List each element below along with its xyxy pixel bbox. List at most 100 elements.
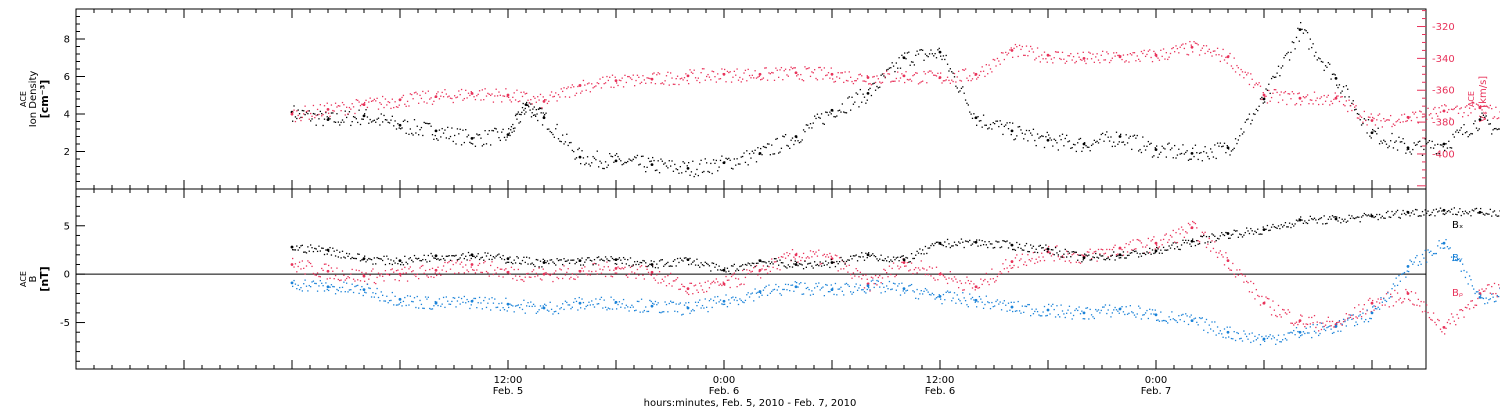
bz-dot	[698, 292, 699, 293]
bx-dot	[836, 261, 837, 262]
ion-density-dot	[1285, 55, 1286, 56]
by-dot	[392, 292, 393, 293]
ion-density-dot	[1099, 139, 1100, 140]
by-dot	[1286, 339, 1287, 340]
bz-dot	[1175, 232, 1176, 233]
vx-speed-dot	[1333, 99, 1334, 100]
by-dot	[1124, 314, 1125, 315]
ion-density-dot	[345, 111, 346, 112]
bx-dot	[562, 264, 563, 265]
vx-speed-dot	[1486, 112, 1487, 113]
ion-density-dot	[378, 118, 379, 119]
bz-dot	[1192, 221, 1193, 222]
vx-speed-point	[1371, 119, 1374, 122]
bx-dot	[856, 254, 857, 255]
bx-dot	[483, 260, 484, 261]
bx-dot	[403, 264, 404, 265]
bz-point	[1227, 259, 1230, 262]
bx-dot	[590, 260, 591, 261]
bz-dot	[818, 250, 819, 251]
vx-speed-dot	[382, 96, 383, 97]
ion-density-dot	[695, 174, 696, 175]
ion-density-dot	[1181, 153, 1182, 154]
bz-dot	[825, 256, 826, 257]
vx-speed-dot	[983, 71, 984, 72]
vx-speed-dot	[484, 88, 485, 89]
vx-speed-dot	[1220, 61, 1221, 62]
vx-speed-dot	[1267, 102, 1268, 103]
bz-dot	[425, 270, 426, 271]
vx-speed-dot	[998, 60, 999, 61]
ion-density-dot	[1240, 128, 1241, 129]
bz-dot	[749, 270, 750, 271]
by-dot	[980, 298, 981, 299]
bx-dot	[681, 259, 682, 260]
bx-dot	[861, 252, 862, 253]
by-dot	[731, 297, 732, 298]
vx-speed-dot	[347, 113, 348, 114]
bx-dot	[432, 255, 433, 256]
bz-dot	[896, 275, 897, 276]
by-dot	[1390, 296, 1391, 297]
vx-speed-dot	[1247, 72, 1248, 73]
ion-density-dot	[1077, 142, 1078, 143]
bx-dot	[867, 257, 868, 258]
vx-speed-dot	[799, 78, 800, 79]
by-dot	[363, 295, 364, 296]
ion-density-dot	[1304, 29, 1305, 30]
y-tick-label: 2	[64, 147, 70, 158]
vx-speed-dot	[753, 77, 754, 78]
by-dot	[1458, 259, 1459, 260]
by-dot	[1360, 314, 1361, 315]
by-dot	[525, 313, 526, 314]
bx-dot	[601, 259, 602, 260]
vx-speed-dot	[1254, 84, 1255, 85]
ion-density-dot	[813, 122, 814, 123]
vx-speed-dot	[687, 80, 688, 81]
ion-density-dot	[1382, 142, 1383, 143]
vx-speed-dot	[1250, 73, 1251, 74]
ion-density-dot	[292, 121, 293, 122]
bz-dot	[929, 266, 930, 267]
vx-speed-dot	[566, 88, 567, 89]
by-dot	[574, 298, 575, 299]
ion-density-dot	[727, 159, 728, 160]
by-dot	[1332, 333, 1333, 334]
by-dot	[314, 283, 315, 284]
by-dot	[350, 289, 351, 290]
bz-dot	[1045, 249, 1046, 250]
vx-speed-dot	[695, 77, 696, 78]
bx-dot	[771, 261, 772, 262]
by-dot	[926, 289, 927, 290]
vx-speed-dot	[417, 93, 418, 94]
bx-dot	[393, 260, 394, 261]
ion-density-dot	[742, 156, 743, 157]
bx-dot	[602, 260, 603, 261]
ion-density-dot	[986, 125, 987, 126]
ion-density-dot	[997, 121, 998, 122]
by-dot	[491, 297, 492, 298]
ion-density-dot	[604, 168, 605, 169]
bz-dot	[1103, 253, 1104, 254]
vx-speed-dot	[977, 77, 978, 78]
bz-dot	[694, 285, 695, 286]
vx-speed-dot	[1225, 57, 1226, 58]
ion-density-dot	[1491, 133, 1492, 134]
vx-speed-dot	[1268, 90, 1269, 91]
bx-dot	[874, 255, 875, 256]
bz-dot	[335, 275, 336, 276]
ion-density-dot	[615, 155, 616, 156]
by-dot	[379, 300, 380, 301]
vx-speed-dot	[954, 73, 955, 74]
ion-density-dot	[486, 143, 487, 144]
by-dot	[1481, 297, 1482, 298]
bx-dot	[817, 264, 818, 265]
bz-dot	[865, 274, 866, 275]
by-dot	[738, 304, 739, 305]
ion-density-dot	[1293, 42, 1294, 43]
ion-density-dot	[1254, 114, 1255, 115]
bz-dot	[815, 251, 816, 252]
vx-speed-dot	[767, 80, 768, 81]
ion-density-dot	[673, 171, 674, 172]
vx-speed-dot	[1492, 118, 1493, 119]
